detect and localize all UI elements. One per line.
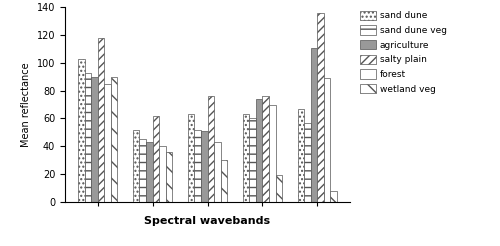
Bar [330,191,337,202]
Bar [310,48,318,202]
Bar [269,105,276,202]
Bar [194,130,201,202]
Bar [256,99,262,202]
Bar [262,96,269,202]
Bar [318,13,324,202]
Bar [111,77,117,202]
Bar [159,146,166,202]
Bar [146,142,152,202]
Bar [276,175,282,202]
Bar [214,142,220,202]
Bar [166,152,172,202]
Bar [98,38,104,202]
Bar [140,139,146,202]
Bar [249,118,256,202]
Bar [84,73,91,202]
Bar [201,131,207,202]
Legend: sand dune, sand dune veg, agriculture, salty plain, forest, wetland veg: sand dune, sand dune veg, agriculture, s… [358,8,450,96]
Bar [242,114,249,202]
Bar [304,123,310,202]
Bar [152,116,159,202]
X-axis label: Spectral wavebands: Spectral wavebands [144,216,270,226]
Bar [220,160,228,202]
Bar [298,109,304,202]
Bar [188,114,194,202]
Bar [324,78,330,202]
Bar [208,96,214,202]
Bar [91,77,98,202]
Y-axis label: Mean reflectance: Mean reflectance [21,62,31,147]
Bar [78,59,84,202]
Bar [133,130,140,202]
Bar [104,84,111,202]
